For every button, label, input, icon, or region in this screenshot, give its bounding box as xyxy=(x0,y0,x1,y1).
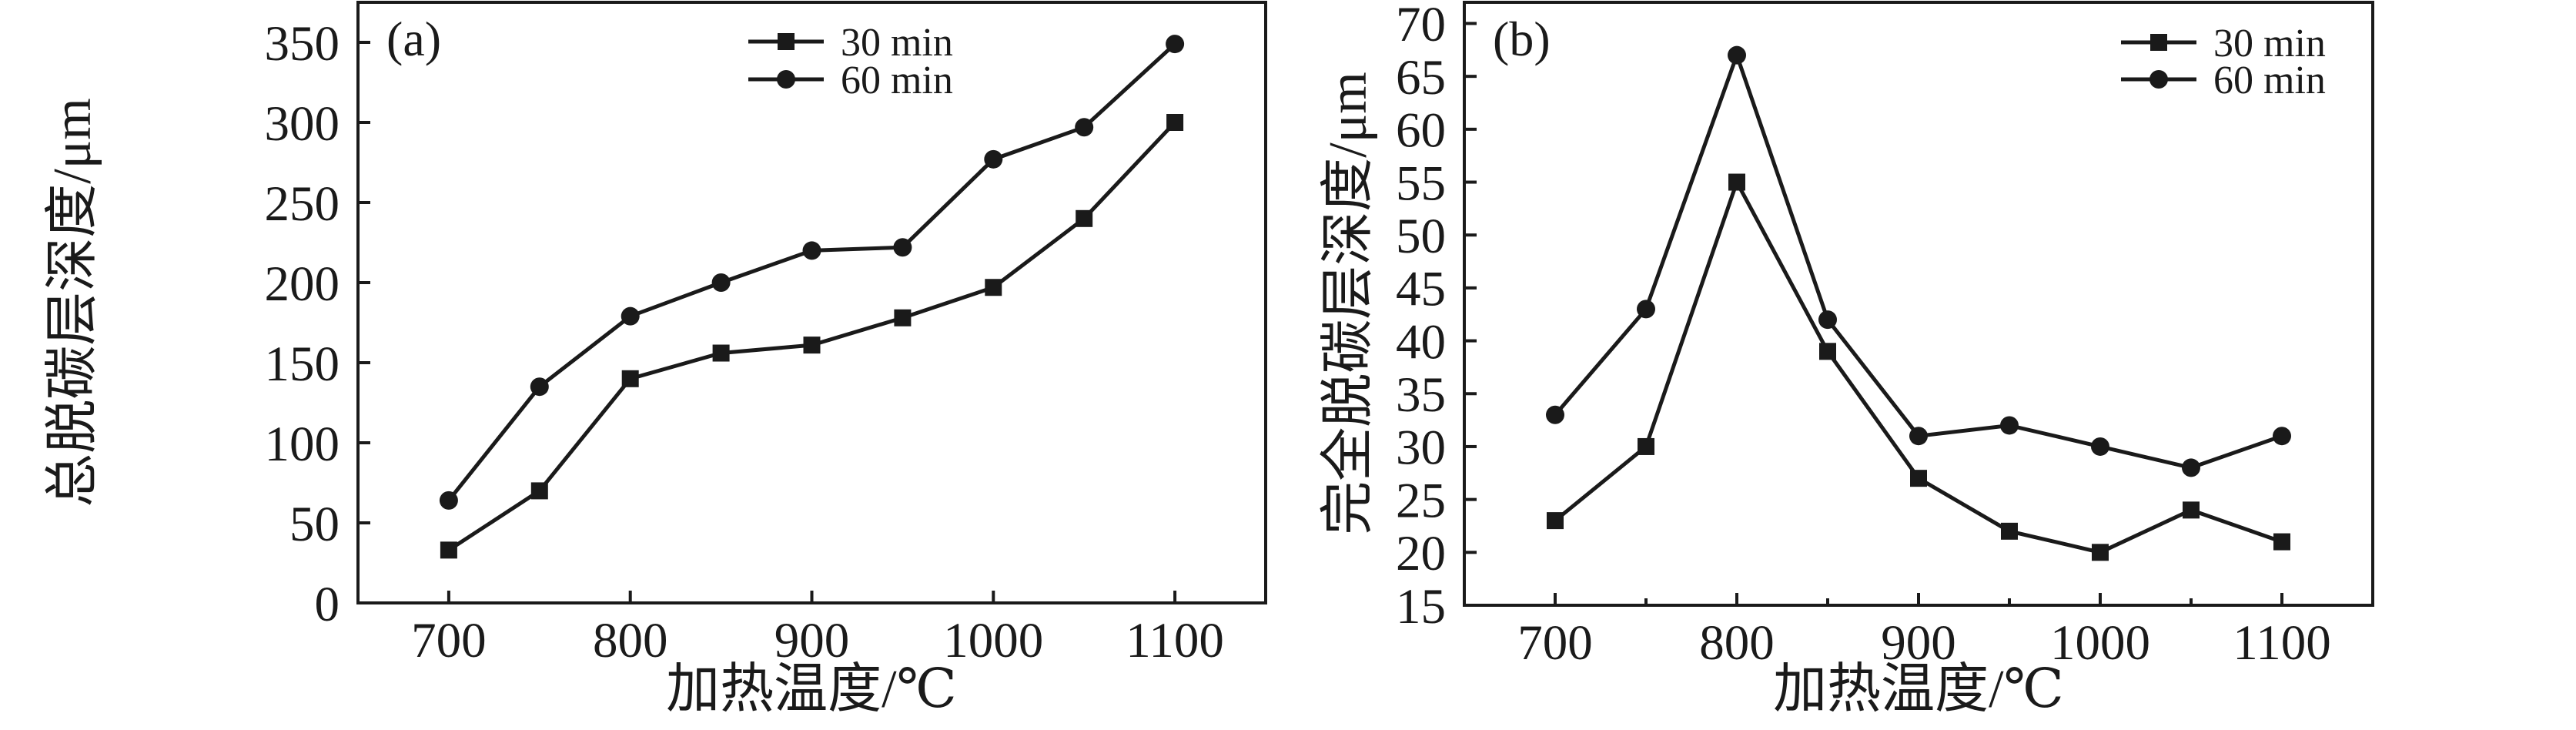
marker-circle-60-min xyxy=(1075,118,1094,137)
marker-circle-60-min xyxy=(1728,45,1746,65)
x-tick-label: 1000 xyxy=(2050,615,2150,671)
marker-square-30-min xyxy=(2273,533,2290,551)
x-tick-label: 1100 xyxy=(2233,615,2331,671)
panel-label: (a) xyxy=(386,12,441,66)
y-tick-label: 30 xyxy=(1396,420,1446,476)
x-axis-title: 加热温度/℃ xyxy=(1773,660,2064,719)
y-tick-label: 300 xyxy=(265,96,340,152)
chart-panel-a: 0 50 100 150 200 250 300 350 700 800 900 1000 1100 30… xyxy=(43,1,1267,719)
plot-frame xyxy=(356,1,1267,604)
marker-circle-60-min xyxy=(2000,416,2019,435)
marker-square-30-min xyxy=(1638,437,1654,455)
y-tick-label: 350 xyxy=(265,16,340,72)
marker-circle-60-min xyxy=(711,273,731,292)
x-tick-label: 1100 xyxy=(1126,613,1224,668)
marker-circle-60-min xyxy=(439,491,458,510)
y-tick-label: 60 xyxy=(1396,103,1446,159)
marker-circle-60-min xyxy=(802,241,821,260)
marker-circle-60-min xyxy=(1818,310,1837,330)
y-tick-label: 15 xyxy=(1396,579,1446,635)
y-tick-label: 55 xyxy=(1396,156,1446,211)
y-tick-label: 35 xyxy=(1396,367,1446,423)
marker-circle-60-min xyxy=(621,306,640,326)
x-tick-label: 700 xyxy=(1517,615,1593,671)
chart-panel-b: 15 20 25 30 35 40 45 50 55 60 65 70 700 800 900 1000 110… xyxy=(1288,0,2576,730)
marker-circle-60-min xyxy=(1166,35,1185,54)
legend-label-60-min: 60 min xyxy=(841,59,953,102)
marker-square-30-min xyxy=(712,344,730,362)
y-tick-label: 40 xyxy=(1396,314,1446,370)
marker-circle-60-min xyxy=(530,377,549,397)
x-tick-label: 800 xyxy=(1699,615,1775,671)
panel-label: (b) xyxy=(1493,12,1551,66)
series-line-30-min xyxy=(1554,177,2283,554)
x-tick-label: 700 xyxy=(411,613,487,668)
y-tick-label: 20 xyxy=(1396,526,1446,581)
marker-circle-60-min xyxy=(1637,300,1655,319)
marker-square-30-min xyxy=(1819,343,1836,360)
y-axis-title: 完全脱碳层深度/μm xyxy=(1319,72,1378,534)
y-axis-title: 总脱碳层深度/μm xyxy=(43,98,102,507)
y-tick-label: 250 xyxy=(265,176,340,232)
legend-label-30-min: 30 min xyxy=(2213,22,2326,65)
y-tick-label: 70 xyxy=(1396,0,1446,52)
y-tick-label: 25 xyxy=(1396,473,1446,528)
legend-label-60-min: 60 min xyxy=(2213,59,2326,102)
marker-circle-60-min xyxy=(2091,437,2109,456)
series-line-60-min xyxy=(447,42,1176,502)
y-tick-label: 50 xyxy=(289,497,340,552)
y-tick-label: 150 xyxy=(265,337,340,392)
y-tick-label: 50 xyxy=(1396,209,1446,264)
chart-a-svg: 0 50 100 150 200 250 300 350 700 800 900 1000 1100 30… xyxy=(43,1,1267,719)
x-axis-title: 加热温度/℃ xyxy=(666,660,957,719)
legend-marker-square xyxy=(2150,34,2167,51)
marker-square-30-min xyxy=(1166,114,1184,131)
marker-square-30-min xyxy=(985,279,1002,296)
series-line-60-min xyxy=(1554,49,2283,470)
marker-circle-60-min xyxy=(1546,405,1564,424)
marker-square-30-min xyxy=(1728,173,1745,191)
legend-marker-circle xyxy=(2149,70,2168,89)
marker-square-30-min xyxy=(803,337,821,354)
marker-square-30-min xyxy=(2001,522,2018,540)
marker-square-30-min xyxy=(621,370,639,387)
legend-marker-circle xyxy=(777,70,795,89)
marker-square-30-min xyxy=(1910,470,1927,487)
series-line-30-min xyxy=(447,121,1176,552)
y-tick-label: 100 xyxy=(265,417,340,472)
marker-circle-60-min xyxy=(1909,427,1928,446)
x-tick-label: 800 xyxy=(593,613,668,668)
y-tick-label: 65 xyxy=(1396,50,1446,105)
legend-marker-square xyxy=(778,33,795,50)
x-tick-label: 900 xyxy=(774,613,850,668)
marker-circle-60-min xyxy=(2182,458,2200,477)
marker-square-30-min xyxy=(440,541,457,559)
marker-circle-60-min xyxy=(984,149,1003,169)
marker-square-30-min xyxy=(1547,512,1564,530)
y-tick-label: 0 xyxy=(315,577,340,632)
marker-square-30-min xyxy=(1076,209,1093,227)
x-tick-label: 900 xyxy=(1881,615,1956,671)
marker-square-30-min xyxy=(894,309,912,326)
legend-label-30-min: 30 min xyxy=(841,21,953,65)
marker-square-30-min xyxy=(2092,544,2109,561)
marker-square-30-min xyxy=(2183,501,2200,519)
y-tick-label: 200 xyxy=(265,256,340,312)
marker-circle-60-min xyxy=(893,238,912,257)
marker-square-30-min xyxy=(530,482,548,500)
marker-circle-60-min xyxy=(2273,427,2291,446)
x-tick-label: 1000 xyxy=(943,613,1043,668)
y-tick-label: 45 xyxy=(1396,262,1446,317)
